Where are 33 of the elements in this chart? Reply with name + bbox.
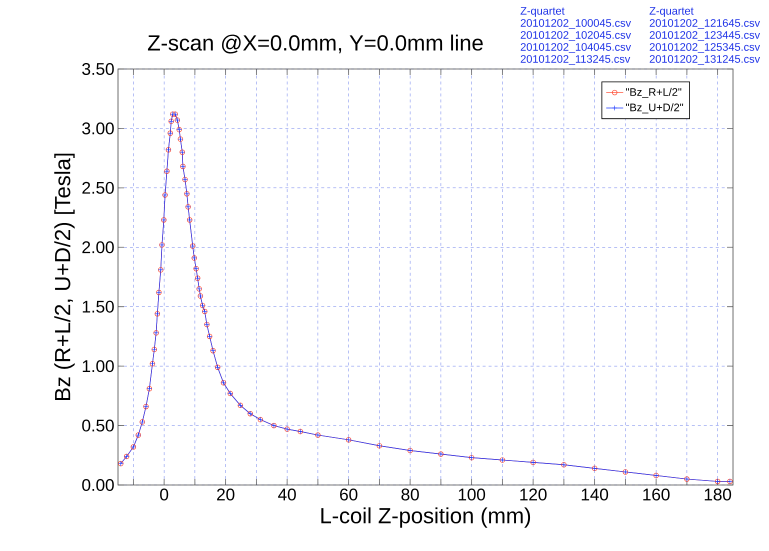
x-axis-title: L-coil Z-position (mm) — [321, 507, 530, 528]
text: 20101202_131245.csv — [650, 55, 760, 65]
text: 20101202_123445.csv — [650, 31, 760, 41]
x-tick-label: 140 — [582, 488, 608, 501]
legend-label: "Bz_R+L/2" — [626, 88, 682, 98]
x-tick-label: 60 — [340, 488, 358, 501]
y-tick-label: 0.00 — [82, 478, 114, 491]
x-tick-label: 40 — [278, 488, 296, 501]
y-tick-label: 0.50 — [82, 420, 114, 432]
y-tick-label: 2.50 — [82, 182, 114, 194]
text: 20101202_100045.csv — [520, 19, 632, 29]
x-tick-label: 160 — [643, 488, 670, 501]
text: Z-quartet — [650, 7, 694, 17]
y-tick-label: 3.50 — [82, 62, 114, 75]
x-tick-label: 0 — [160, 488, 168, 501]
text: 20101202_125345.csv — [650, 43, 760, 53]
text: 20101202_121645.csv — [650, 19, 760, 29]
x-tick-label: 80 — [401, 488, 419, 501]
text: 20101202_113245.csv — [520, 55, 630, 65]
y-tick-label: 2.00 — [82, 241, 114, 254]
chart-title: Z-scan @X=0.0mm, Y=0.0mm line — [148, 34, 483, 54]
x-tick-label: 20 — [217, 488, 234, 501]
y-tick-label: 3.00 — [82, 122, 114, 134]
text: Z-quartet — [520, 7, 565, 17]
text: 20101202_104045.csv — [520, 43, 632, 53]
legend-label: "Bz_U+D/2" — [626, 103, 684, 114]
y-axis-title: Bz (R+L/2, U+D/2) [Tesla] — [54, 154, 75, 400]
y-tick-label: 1.00 — [82, 360, 114, 372]
text: 20101202_102045.csv — [520, 31, 632, 41]
y-tick-label: 1.50 — [82, 300, 114, 313]
x-tick-label: 100 — [458, 488, 486, 501]
x-tick-label: 180 — [704, 488, 732, 501]
x-tick-label: 120 — [520, 488, 547, 501]
